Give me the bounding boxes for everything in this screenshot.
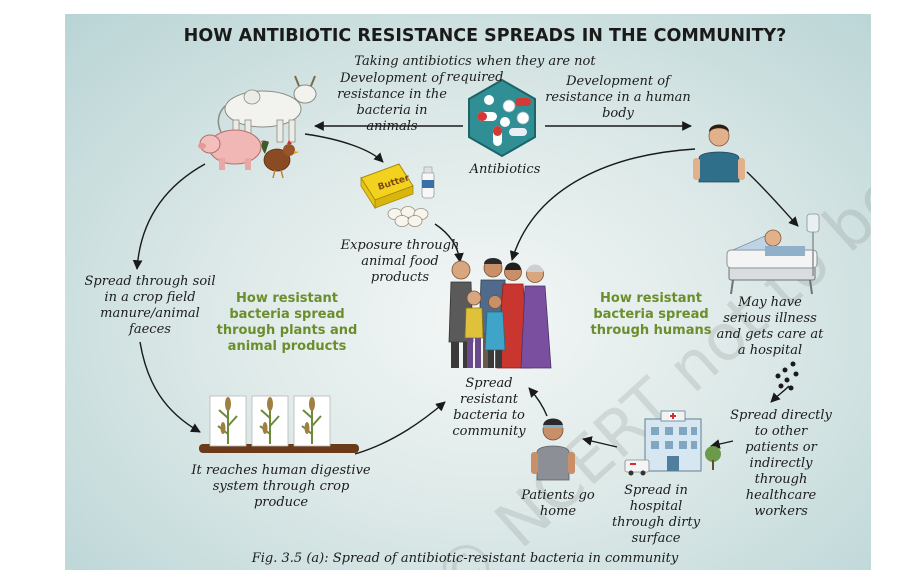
- label-spread-community: Spread resistant bacteria to community: [452, 376, 526, 439]
- arrow-hospital-to-patient: [582, 436, 618, 448]
- label-patients-home: Patients go home: [521, 488, 595, 519]
- diagram-canvas: Butter: [132, 75, 820, 481]
- patient-icon: [531, 418, 575, 481]
- label-digestive: It reaches human digestive system throug…: [191, 463, 371, 510]
- label-hospital-surface: Spread in hospital through dirty surface: [611, 483, 701, 546]
- figure-caption: Fig. 3.5 (a): Spread of antibiotic-resis…: [251, 551, 679, 566]
- label-spread-directly: Spread directly to other patients or ind…: [730, 408, 832, 519]
- arrow-animals-to-food: [304, 133, 384, 163]
- bacteria-dots-icon: [775, 361, 799, 391]
- family-icon: [448, 258, 552, 369]
- diagram-panel: © NCERT not to be republished: [65, 14, 871, 570]
- hospital-bed-icon: [726, 213, 820, 295]
- label-spread-soil: Spread through soil in a crop field manu…: [84, 274, 216, 337]
- label-dev-human: Development of resistance in a human bod…: [545, 74, 691, 121]
- antibiotics-icon: [468, 78, 536, 158]
- butter-icon: Butter: [360, 163, 414, 210]
- person-icon: [693, 124, 745, 183]
- arrow-soil-to-crops: [139, 341, 201, 433]
- arrow-illness-to-spread: [770, 385, 790, 403]
- milk-bottle-icon: [421, 166, 435, 199]
- arrow-patient-to-community: [528, 387, 548, 417]
- label-antibiotics: Antibiotics: [469, 162, 541, 177]
- arrow-spread-to-hospital: [710, 439, 734, 449]
- crops-icon: [199, 395, 359, 453]
- arrow-human-to-community: [509, 148, 696, 261]
- arrow-human-to-hospital-bed: [746, 171, 799, 227]
- arrow-animals-to-soil: [132, 163, 206, 270]
- arrow-crops-to-community: [354, 401, 446, 455]
- label-exposure: Exposure through animal food products: [340, 238, 460, 285]
- page-title: HOW ANTIBIOTIC RESISTANCE SPREADS IN THE…: [183, 26, 787, 46]
- pig-icon: [198, 129, 267, 170]
- hen-icon: [261, 140, 299, 179]
- label-dev-animals: Development of resistance in the bacteri…: [337, 71, 447, 134]
- subtitle-label: Taking antibiotics when they are not req…: [354, 54, 596, 85]
- label-illness: May have serious illness and gets care a…: [716, 295, 824, 358]
- green-label-humans: How resistant bacteria spread through hu…: [590, 291, 712, 338]
- hospital-building-icon: [624, 410, 721, 476]
- eggs-icon: [387, 206, 429, 227]
- arrows: [132, 121, 799, 455]
- arrow-food-to-community: [434, 223, 464, 263]
- green-label-plants-animals: How resistant bacteria spread through pl…: [216, 291, 358, 354]
